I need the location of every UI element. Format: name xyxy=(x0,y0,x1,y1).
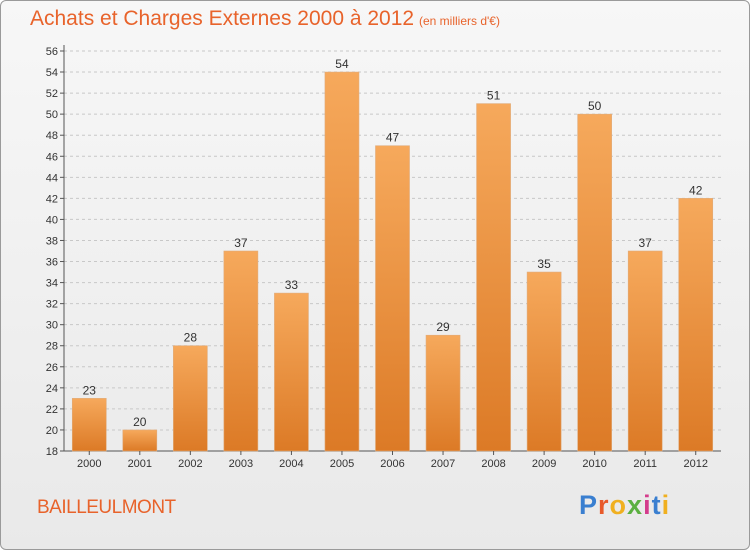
bar-2012 xyxy=(678,198,714,452)
x-tick-label: 2001 xyxy=(128,458,152,470)
y-tick-label: 24 xyxy=(46,383,58,395)
data-label: 23 xyxy=(83,383,97,397)
proxiti-logo: Proxiti xyxy=(579,490,670,521)
x-axis: 2000 2001 2002 2003 2004 2005 2006 2007 2008 2009… xyxy=(77,451,708,470)
bar-2009 xyxy=(526,271,562,452)
data-label: 37 xyxy=(639,236,653,250)
y-tick-label: 30 xyxy=(46,320,58,332)
logo-letter: r xyxy=(598,490,610,520)
commune-name: BAILLEULMONT xyxy=(37,497,176,518)
y-tick-label: 32 xyxy=(46,299,58,311)
y-tick-label: 40 xyxy=(46,214,58,226)
chart-subtitle: (en milliers d'€) xyxy=(419,14,500,28)
x-tick-label: 2012 xyxy=(683,458,707,470)
logo-letter: x xyxy=(627,490,644,520)
y-tick-label: 46 xyxy=(46,151,58,163)
logo-letter: i xyxy=(661,490,671,520)
bar-2011 xyxy=(627,250,663,452)
x-tick-label: 2009 xyxy=(532,458,556,470)
y-tick-label: 54 xyxy=(46,67,58,79)
y-tick-label: 34 xyxy=(46,278,58,290)
chart-title: Achats et Charges Externes 2000 à 2012 xyxy=(30,7,415,30)
bar-2003 xyxy=(223,250,259,452)
y-tick-label: 52 xyxy=(46,88,58,100)
x-tick-label: 2002 xyxy=(178,458,202,470)
bars xyxy=(71,71,714,452)
logo-letter: o xyxy=(609,490,628,520)
x-tick-label: 2005 xyxy=(330,458,354,470)
data-labels: 23 20 28 37 33 54 47 29 51 35 50 37 42 xyxy=(83,57,703,429)
bar-2007 xyxy=(425,334,461,452)
y-tick-label: 36 xyxy=(46,257,58,269)
y-tick-label: 22 xyxy=(46,404,58,416)
y-tick-label: 50 xyxy=(46,109,58,121)
y-tick-label: 26 xyxy=(46,362,58,374)
y-tick-label: 38 xyxy=(46,235,58,247)
data-label: 28 xyxy=(184,331,198,345)
x-tick-label: 2007 xyxy=(431,458,455,470)
bar-2001 xyxy=(122,429,158,452)
data-label: 54 xyxy=(335,57,349,71)
x-tick-label: 2008 xyxy=(481,458,505,470)
bar-2005 xyxy=(324,71,360,452)
logo-letter: i xyxy=(643,490,652,520)
data-label: 47 xyxy=(386,131,400,145)
x-tick-label: 2006 xyxy=(380,458,404,470)
data-label: 42 xyxy=(689,183,703,197)
data-label: 35 xyxy=(537,257,551,271)
y-tick-label: 18 xyxy=(46,446,58,458)
bar-2000 xyxy=(71,398,107,452)
x-tick-label: 2000 xyxy=(77,458,101,470)
x-tick-label: 2003 xyxy=(229,458,253,470)
data-label: 20 xyxy=(133,415,147,429)
y-tick-label: 44 xyxy=(46,172,58,184)
bar-2004 xyxy=(274,292,309,452)
y-tick-label: 56 xyxy=(46,46,58,58)
bar-2010 xyxy=(577,113,612,452)
x-tick-label: 2004 xyxy=(279,458,303,470)
bar-2006 xyxy=(375,145,410,452)
data-label: 29 xyxy=(436,320,450,334)
data-label: 51 xyxy=(487,89,501,103)
y-tick-label: 42 xyxy=(46,193,58,205)
bar-2008 xyxy=(476,103,511,452)
y-tick-label: 20 xyxy=(46,425,58,437)
data-label: 50 xyxy=(588,99,602,113)
data-label: 33 xyxy=(285,278,299,292)
data-label: 37 xyxy=(234,236,248,250)
bar-2002 xyxy=(173,345,208,452)
y-tick-label: 28 xyxy=(46,341,58,353)
x-tick-label: 2011 xyxy=(633,458,657,470)
logo-letter: P xyxy=(579,490,599,520)
x-tick-label: 2010 xyxy=(582,458,606,470)
y-tick-label: 48 xyxy=(46,130,58,142)
logo-letter: t xyxy=(651,490,662,520)
